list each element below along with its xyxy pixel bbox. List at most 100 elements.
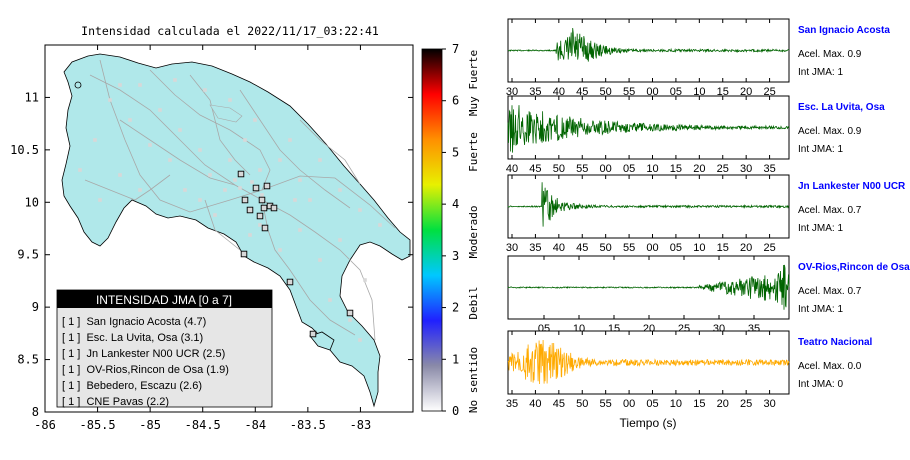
station-dot <box>253 118 257 122</box>
waveform-x-tick-label: 30 <box>506 86 518 98</box>
waveform-x-tick-label: 35 <box>763 163 775 175</box>
station-square <box>260 204 268 212</box>
station-square <box>263 182 271 190</box>
waveform-x-tick-label: 05 <box>623 163 635 175</box>
waveform-frame <box>507 174 790 239</box>
waveform-x-tick-label: 25 <box>763 86 775 98</box>
station-dot <box>128 118 132 122</box>
station-dot <box>338 188 342 192</box>
station-acel-max: Acel. Max. 0.9 <box>798 49 862 60</box>
station-acel-max: Acel. Max. 0.0 <box>798 361 862 372</box>
station-dot <box>148 143 152 147</box>
map-x-tick-label: -83.5 <box>290 418 326 432</box>
station-dot <box>298 228 302 232</box>
colorbar-label-fuerte: Fuerte <box>467 132 480 172</box>
station-dot <box>328 298 332 302</box>
waveform-trace <box>507 105 790 153</box>
waveform-x-tick-label: 50 <box>600 242 612 254</box>
map-x-tick-label: -84 <box>244 418 266 432</box>
waveform-x-tick-label: 05 <box>670 242 682 254</box>
waveform-x-tick-label: 05 <box>646 398 658 410</box>
station-name: San Ignacio Acosta <box>798 25 890 36</box>
station-square <box>346 309 354 317</box>
waveform-x-tick-label: 55 <box>623 242 635 254</box>
legend-entry: [ 1 ] San Ignacio Acosta (4.7) <box>62 316 206 328</box>
intensity-colorbar: 7 6 5 4 3 2 1 0 Muy Fuerte Fuerte Moderado Debi… <box>421 42 480 418</box>
waveform-x-tick-label: 30 <box>506 242 518 254</box>
map-y-axis: 11 10.5 10 9.5 9 8.5 8 <box>10 90 413 419</box>
colorbar-label-moderado: Moderado <box>467 206 480 259</box>
station-name: Esc. La Uvita, Osa <box>798 102 885 113</box>
station-dot <box>243 138 247 142</box>
station-dot <box>238 186 242 190</box>
waveform-panel: 40 45 50 55 00 05 10 15 20 25 30 35 Esc. La Uvita, O… <box>506 95 885 175</box>
waveform-x-tick-label: 40 <box>553 242 565 254</box>
station-dot <box>250 180 254 184</box>
station-square <box>309 330 317 338</box>
legend-entry: [ 1 ] Esc. La Uvita, Osa (3.1) <box>62 332 203 344</box>
waveform-x-tick-label: 05 <box>670 86 682 98</box>
colorbar-label-muy-fuerte: Muy Fuerte <box>467 50 480 116</box>
map-title: Intensidad calculada el 2022/11/17_03:22… <box>81 24 379 38</box>
waveform-x-tick-label: 25 <box>740 398 752 410</box>
waveform-x-tick-label: 15 <box>717 86 729 98</box>
colorbar-tick-label: 4 <box>452 197 459 211</box>
colorbar-tick-label: 0 <box>452 404 459 418</box>
lake-detail <box>209 104 243 123</box>
station-acel-max: Acel. Max. 0.7 <box>798 286 862 297</box>
waveform-x-tick-label: 50 <box>576 398 588 410</box>
waveform-x-tick-label: 25 <box>763 242 775 254</box>
station-dot <box>288 138 292 142</box>
waveform-x-tick-label: 20 <box>740 242 752 254</box>
station-square <box>256 212 264 220</box>
colorbar-ticks: 7 6 5 4 3 2 1 0 <box>442 42 459 418</box>
waveform-x-tick-label: 00 <box>646 242 658 254</box>
station-dot <box>158 108 162 112</box>
waveform-x-tick-label: 55 <box>623 86 635 98</box>
station-name: OV-Rios,Rincon de Osa <box>798 262 910 273</box>
legend-entry: [ 1 ] Jn Lankester N00 UCR (2.5) <box>62 348 225 360</box>
waveform-x-tick-label: 35 <box>529 242 541 254</box>
station-dot <box>278 248 282 252</box>
station-dot <box>138 188 142 192</box>
waveform-x-tick-label: 55 <box>600 398 612 410</box>
station-dot <box>118 83 122 87</box>
station-dot <box>278 158 282 162</box>
waveform-panel: 35 40 45 50 55 00 05 10 15 20 25 30 Teatro Nacional A… <box>506 330 872 410</box>
station-square <box>237 170 245 178</box>
waveform-x-tick-label: 50 <box>600 86 612 98</box>
station-dot <box>178 128 182 132</box>
waveform-x-tick-label: 15 <box>693 398 705 410</box>
waveform-x-tick-label: 10 <box>693 86 705 98</box>
station-dot <box>138 83 142 87</box>
waveform-x-tick-label: 50 <box>553 163 565 175</box>
waveform-x-tick-label: 20 <box>717 398 729 410</box>
waveform-x-tick-label: 45 <box>553 398 565 410</box>
station-dot <box>363 278 367 282</box>
colorbar-tick-label: 3 <box>452 249 459 263</box>
map-y-tick-label: 8 <box>32 405 39 419</box>
station-dot <box>118 173 122 177</box>
waveform-x-tick-label: 45 <box>576 242 588 254</box>
waveform-trace <box>507 182 790 227</box>
legend-title: INTENSIDAD JMA [0 a 7] <box>96 293 232 307</box>
waveform-x-axis-label: Tiempo (s) <box>620 416 677 430</box>
station-dot <box>298 178 302 182</box>
station-name: Jn Lankester N00 UCR <box>798 181 906 192</box>
waveform-x-tick-label: 40 <box>506 163 518 175</box>
station-square <box>286 278 294 286</box>
waveform-x-tick-label: 10 <box>693 242 705 254</box>
waveform-x-tick-label: 00 <box>623 398 635 410</box>
station-square <box>270 204 278 212</box>
waveform-trace <box>507 27 790 62</box>
station-dot <box>228 98 232 102</box>
island-detail <box>74 81 82 89</box>
station-dot <box>168 158 172 162</box>
station-dot <box>378 223 382 227</box>
station-dot <box>248 233 252 237</box>
colorbar-tick-label: 6 <box>452 94 459 108</box>
map-y-tick-label: 11 <box>25 90 39 104</box>
station-dot <box>208 173 212 177</box>
station-dots <box>78 78 382 342</box>
